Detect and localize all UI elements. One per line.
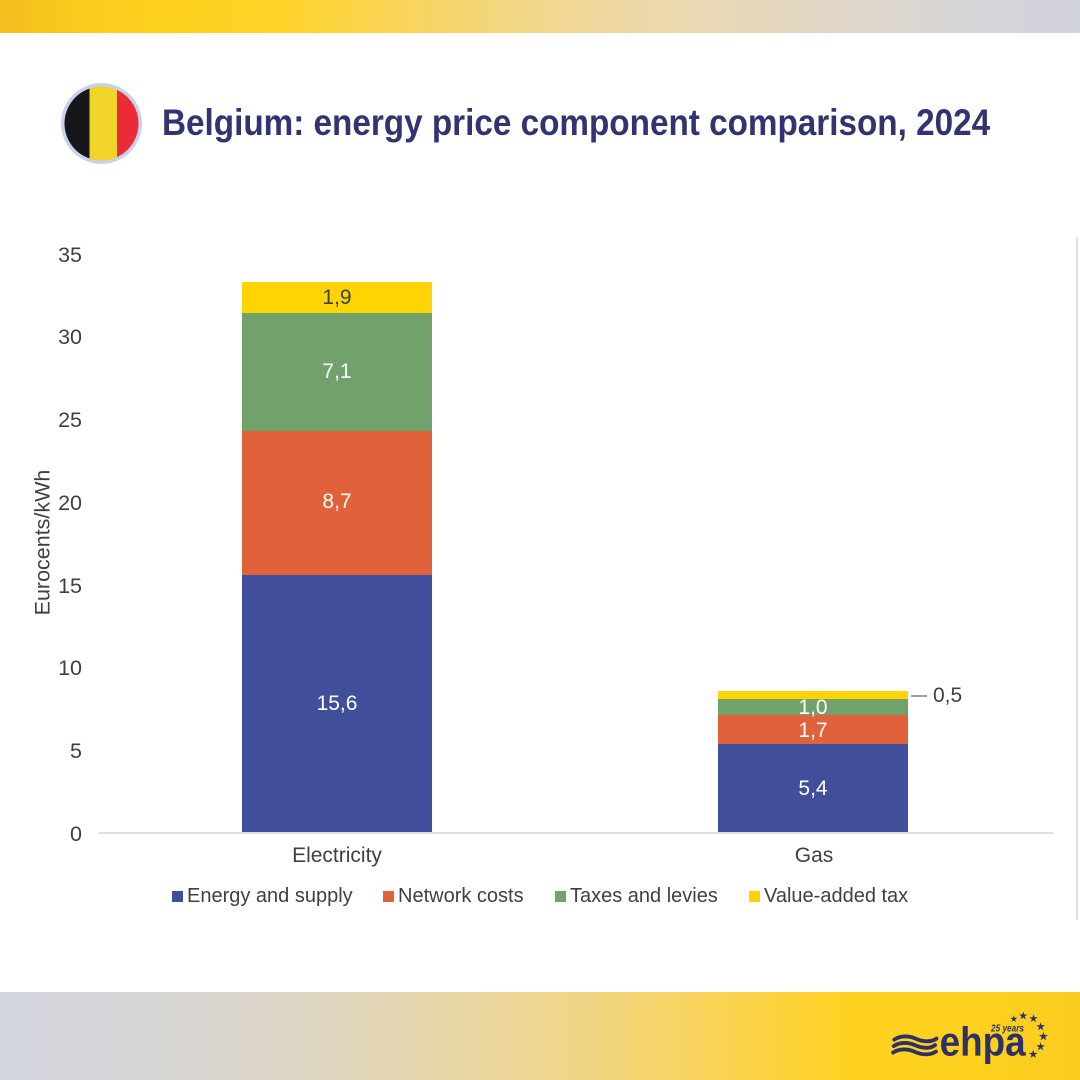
svg-text:25 years: 25 years bbox=[990, 1024, 1024, 1035]
svg-text:ehpa: ehpa bbox=[940, 1019, 1027, 1065]
